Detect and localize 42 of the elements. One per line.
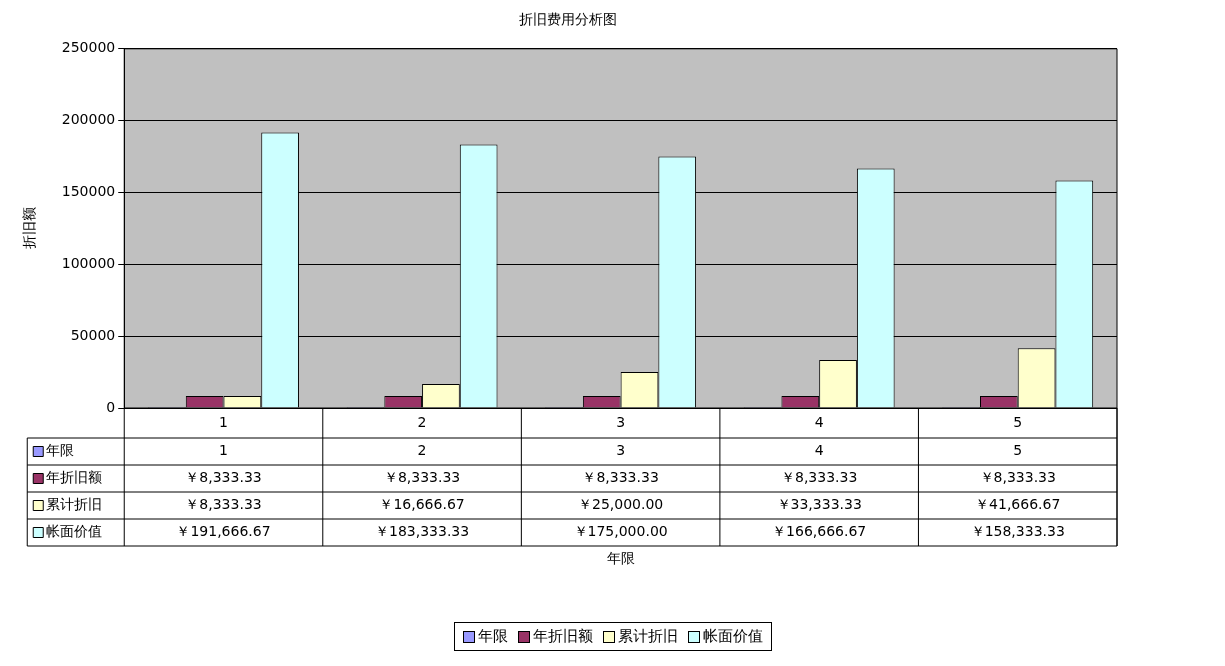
chart-title: 折旧费用分析图: [518, 11, 617, 28]
y-axis-title: 折旧额: [21, 207, 38, 250]
text: 年限: [477, 627, 508, 645]
x-tick-label: 1: [219, 442, 228, 459]
y-tick-label: 50000: [70, 326, 116, 343]
data-label: 3: [616, 413, 626, 430]
y-tick-label: 250000: [61, 39, 116, 56]
data-label: 2: [417, 413, 427, 430]
data-label: ￥8,333.33: [781, 469, 858, 486]
legend-label: 累计折旧: [46, 496, 103, 513]
data-label: 5: [1013, 413, 1023, 430]
data-label: 1: [219, 413, 228, 430]
data-label: ￥8,333.33: [185, 496, 262, 513]
y-tick-label: 0: [106, 398, 116, 415]
data-label: ￥33,333.33: [776, 496, 862, 513]
data-label: ￥8,333.33: [582, 469, 659, 486]
legend-label: 年限: [46, 442, 75, 459]
data-label: ￥158,333.33: [970, 523, 1065, 540]
x-tick-label: 4: [814, 442, 824, 459]
text: 年折旧额: [532, 627, 593, 645]
data-label: ￥8,333.33: [979, 469, 1056, 486]
data-label: ￥183,333.33: [374, 523, 470, 540]
data-label: ￥16,666.67: [379, 496, 465, 513]
text: 帐面价值: [702, 627, 763, 645]
data-label: 4: [814, 413, 824, 430]
legend-label: 帐面价值: [46, 523, 103, 540]
x-tick-label: 2: [417, 442, 427, 459]
data-label: ￥25,000.00: [577, 496, 664, 513]
y-tick-label: 150000: [61, 183, 116, 200]
text: 年限: [606, 549, 635, 566]
y-tick-label: 100000: [61, 254, 116, 271]
legend-label: 年折旧额: [46, 469, 103, 486]
data-label: ￥191,666.67: [176, 523, 271, 540]
data-label: ￥41,666.67: [975, 496, 1061, 513]
data-label: ￥8,333.33: [383, 469, 461, 486]
text: 累计折旧: [617, 627, 678, 645]
data-label: ￥166,666.67: [772, 523, 867, 540]
data-label: ￥8,333.33: [185, 469, 262, 486]
y-tick-label: 200000: [61, 111, 116, 128]
data-label: ￥175,000.00: [573, 523, 668, 540]
x-tick-label: 5: [1013, 442, 1023, 459]
x-tick-label: 3: [616, 442, 626, 459]
